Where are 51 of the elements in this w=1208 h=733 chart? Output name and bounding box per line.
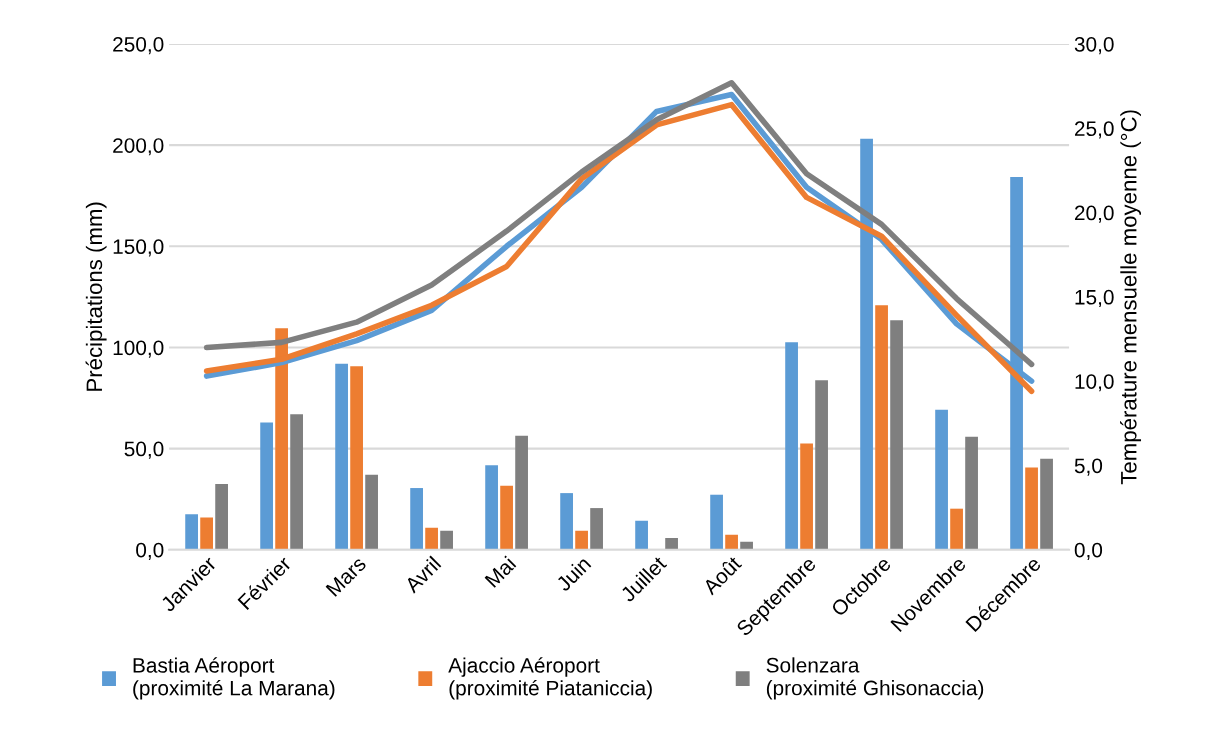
y-axis-title: Précipitations (mm) [85,202,107,391]
y-tick-label: 250,0 [113,36,164,55]
y-tick-label: 200,0 [113,138,164,156]
bar [590,508,603,550]
bar [515,435,528,550]
legend-label: Bastia Aéroport (proximité La Marana) [133,657,335,700]
y2-tick-label: 25,0 [1074,121,1114,139]
x-tick-label: Mai [484,555,517,588]
y2-axis-title: Température mensuelle moyenne (°C) [1120,110,1142,485]
bar [260,422,273,550]
y-tick-label: 100,0 [113,340,164,358]
bar [440,530,453,550]
bar [725,534,738,550]
legend-label: Solenzara (proximité Ghisonaccia) [766,657,984,700]
bar [200,517,213,550]
y-tick-label: 50,0 [124,441,164,459]
y2-tick-label: 20,0 [1074,205,1114,223]
bar [875,305,888,550]
bar [560,493,573,550]
y-tick-label: 150,0 [113,239,164,257]
x-tick-label: Juin [554,555,592,593]
y2-tick-label: 0,0 [1074,542,1103,560]
y2-tick-label: 10,0 [1075,374,1114,392]
y2-tick-label: 30,0 [1074,36,1114,55]
bar [410,488,423,550]
bar [665,538,678,550]
bar [185,514,198,550]
bar [1040,458,1053,550]
bar [290,414,303,550]
bar [575,530,588,550]
bar [635,520,648,550]
y-tick-label: 0,0 [136,542,164,560]
bar [815,380,828,550]
bar [785,342,798,550]
bar [350,366,363,550]
bar [890,320,903,550]
bar [935,409,948,550]
bar [365,474,378,550]
bar [800,443,813,550]
bar [425,527,438,550]
bar [950,508,963,550]
bar [335,363,348,550]
bar [1025,467,1038,550]
legend-label: Ajaccio Aéroport (proximité Piataniccia) [448,657,652,700]
bar [965,436,978,550]
bar [485,465,498,550]
bar [710,494,723,550]
y2-tick-label: 5,0 [1074,458,1103,476]
bar [215,484,228,550]
bar [500,485,513,550]
y2-tick-label: 15,0 [1075,289,1114,308]
